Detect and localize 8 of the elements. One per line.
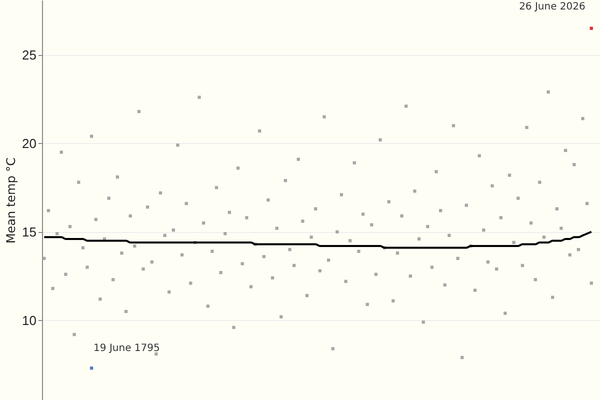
y-tick-label: 15 [22, 224, 36, 240]
line-series [43, 230, 592, 249]
annotation: 19 June 1795 [94, 343, 160, 354]
y-tick-label: 25 [22, 47, 36, 62]
annotation: 26 June 2026 [519, 1, 586, 12]
y-tick-label: 20 [22, 136, 36, 151]
y-axis-title: Mean temp °C [4, 157, 18, 244]
y-tick-label: 10 [22, 312, 36, 328]
